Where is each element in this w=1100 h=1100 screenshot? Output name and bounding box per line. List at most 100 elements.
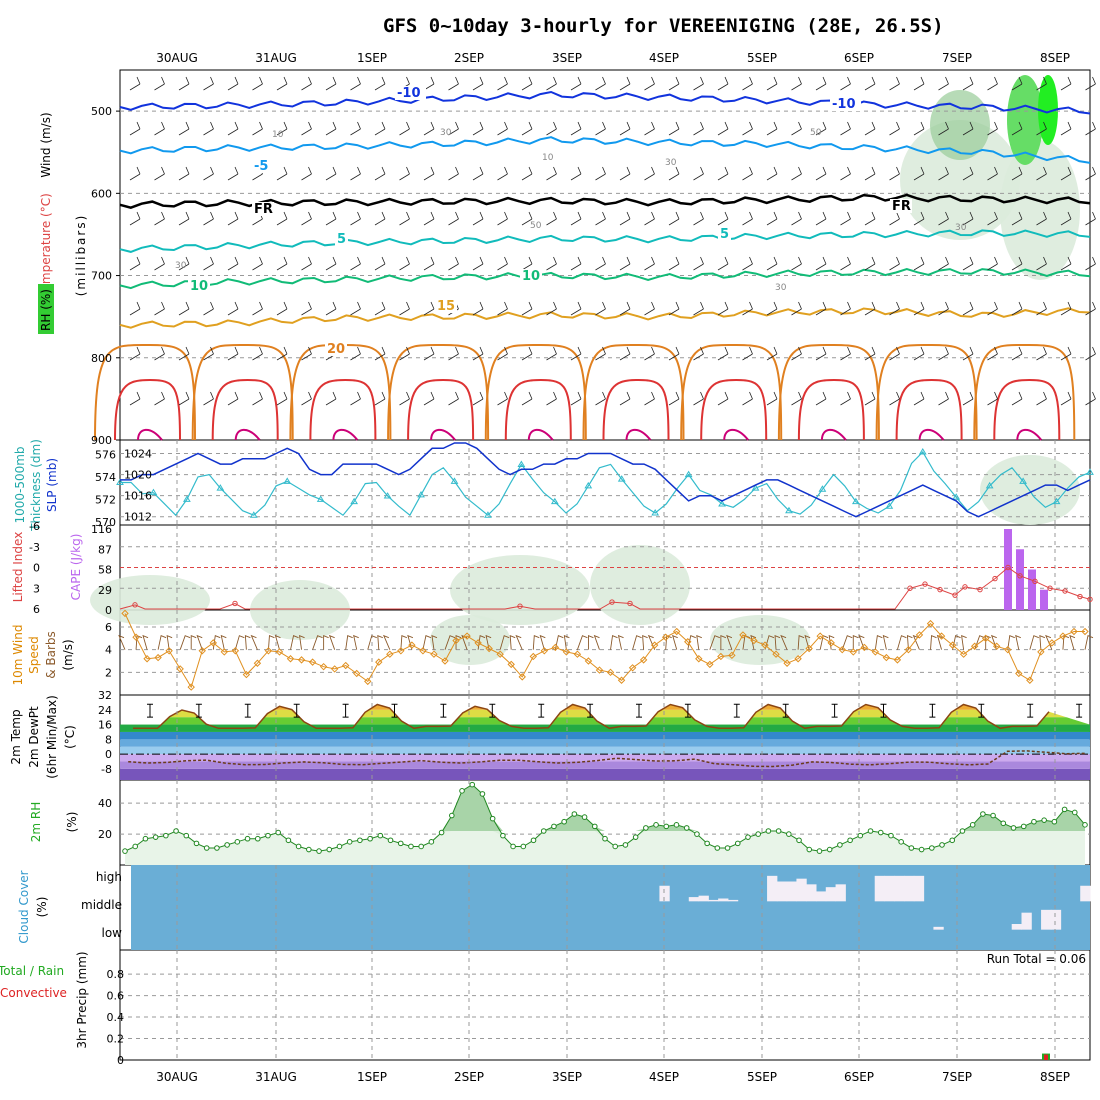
rh-marker xyxy=(142,835,149,842)
cloud-high-bar xyxy=(1080,885,1091,902)
wind-barb xyxy=(399,346,410,361)
wind-speed-marker xyxy=(595,666,604,674)
wind-barb xyxy=(350,256,361,271)
wind-speed-marker xyxy=(893,656,902,664)
wind-barb xyxy=(815,256,827,271)
cloud-high-bar xyxy=(884,875,895,902)
wind-barb xyxy=(791,211,802,226)
wind-speed-marker xyxy=(639,656,648,664)
wind-barb xyxy=(1011,121,1023,136)
rh-marker xyxy=(479,791,486,797)
wind-speed-marker xyxy=(948,641,957,649)
temp-contour-20 xyxy=(973,343,1076,441)
rh-contour-label: 30 xyxy=(955,223,967,233)
li-marker xyxy=(937,586,943,593)
temperature-contour xyxy=(119,193,1091,210)
li-marker xyxy=(952,592,958,598)
wind-barb xyxy=(619,256,631,271)
wind-barb xyxy=(1036,346,1047,361)
wind-barb xyxy=(472,166,484,181)
rh-marker xyxy=(704,840,710,847)
wind-speed-marker xyxy=(209,639,217,647)
wind-barb xyxy=(644,256,655,271)
wind-speed-marker xyxy=(783,659,791,667)
wind-speed-marker xyxy=(882,653,891,662)
rh-marker xyxy=(346,839,353,845)
wind-barb xyxy=(1011,391,1023,406)
wind-barb-10m xyxy=(930,635,937,650)
wind-barb xyxy=(521,211,533,226)
cloud-high-bar xyxy=(659,885,670,902)
wind-barb xyxy=(521,121,533,136)
rh-marker xyxy=(306,846,312,853)
rh-marker xyxy=(500,832,506,839)
wind-speed-marker xyxy=(551,643,560,652)
rh-marker xyxy=(796,837,802,844)
wind-barb-10m xyxy=(610,635,618,650)
cloud-unit: (%) xyxy=(35,897,49,918)
cloud-high-bar xyxy=(727,899,739,902)
temp-band xyxy=(120,731,1090,740)
wind-barb xyxy=(570,76,582,91)
cloud-mid-bar xyxy=(1050,909,1062,930)
temp-minmax-bar xyxy=(929,703,936,718)
wind-barb xyxy=(276,76,288,91)
wind-barb xyxy=(938,121,949,136)
wind-speed-marker xyxy=(750,636,758,645)
wind-barb xyxy=(938,346,949,361)
rh-marker xyxy=(683,825,690,831)
wind-barb xyxy=(766,166,778,181)
wind-barb-10m xyxy=(912,634,920,650)
wind-speed-marker xyxy=(993,642,1001,650)
slp-line xyxy=(120,442,1091,518)
li-label: Lifted Index xyxy=(11,532,25,603)
wind-barb xyxy=(668,121,680,136)
thickness-label-2: Thickness (dm) xyxy=(29,439,43,532)
wind-barb xyxy=(693,76,704,91)
wind-speed-marker xyxy=(838,645,846,654)
thickness-marker xyxy=(952,493,961,500)
temperature-contour xyxy=(119,136,1091,164)
rh-shade-high xyxy=(1007,75,1043,165)
wind-barb-10m xyxy=(196,634,203,650)
temp-minmax-bar xyxy=(880,703,887,718)
wind-barb xyxy=(178,121,190,136)
wind-barb xyxy=(644,391,655,406)
li-marker xyxy=(232,600,238,607)
wind-speed-marker xyxy=(661,633,670,641)
wind-barb xyxy=(570,256,582,271)
temp-contour-30 xyxy=(332,428,359,441)
wind-barb xyxy=(668,346,680,361)
li-marker xyxy=(517,603,523,609)
wind-barb xyxy=(203,346,214,361)
wind-barb xyxy=(913,121,925,136)
wind-barb xyxy=(717,76,729,91)
wind-barb xyxy=(717,391,729,406)
wind-barb xyxy=(154,256,165,271)
temp-contour-25 xyxy=(504,378,572,441)
wind-barb-10m xyxy=(774,634,781,650)
wind-barb xyxy=(350,76,361,91)
rh-contour-label: 30 xyxy=(775,283,787,293)
wind-barb xyxy=(742,121,753,136)
wind-barb xyxy=(815,121,827,136)
wind-barb-10m xyxy=(179,635,191,650)
thickness-tick-label: 574 xyxy=(95,471,116,484)
wind-barb xyxy=(521,346,533,361)
date-label-top: 7SEP xyxy=(942,51,972,65)
wind-barb xyxy=(399,166,410,181)
date-label-bottom: 30AUG xyxy=(156,1070,198,1084)
wind-barb xyxy=(497,166,508,181)
rh-marker xyxy=(826,846,833,853)
rh-marker xyxy=(929,845,935,851)
wind-speed-marker xyxy=(926,619,935,628)
wind-barb xyxy=(227,301,239,316)
thickness-marker xyxy=(1019,477,1027,484)
wind-barb xyxy=(227,121,239,136)
wind-barb xyxy=(742,76,753,91)
rh-marker xyxy=(908,845,915,851)
rh-marker xyxy=(449,812,455,819)
rh-marker xyxy=(387,837,394,844)
wind-barb xyxy=(546,391,557,406)
pressure-tick-label: 500 xyxy=(91,105,112,118)
